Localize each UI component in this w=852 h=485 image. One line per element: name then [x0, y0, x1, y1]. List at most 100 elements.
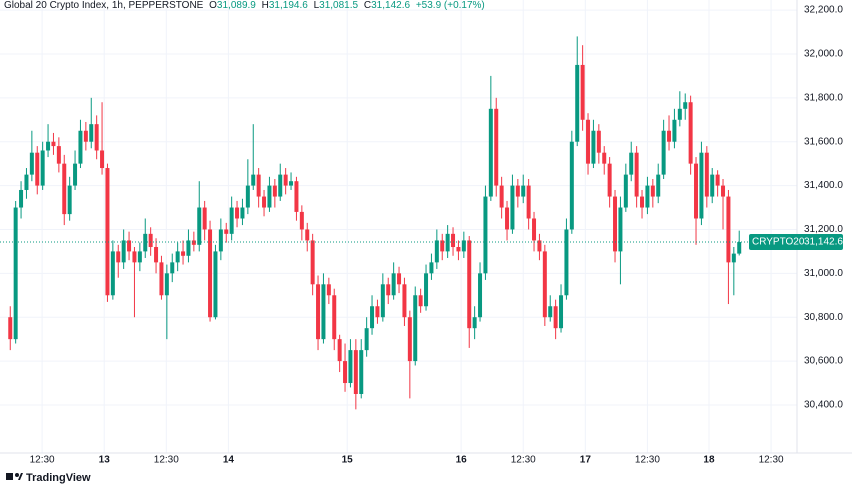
candle-body	[110, 251, 115, 296]
candle-body	[272, 185, 277, 197]
candle-body	[553, 306, 558, 329]
x-tick-label: 12:30	[511, 455, 536, 466]
candle-body	[661, 130, 666, 175]
candle-body	[35, 152, 40, 186]
candle-body	[715, 174, 720, 186]
x-tick-label: 12:30	[154, 455, 179, 466]
candle-body	[380, 284, 385, 318]
candle-body	[175, 251, 180, 263]
chart-title: Global 20 Crypto Index, 1h, PEPPERSTONE	[4, 0, 204, 11]
candle-body	[391, 273, 396, 296]
candle-body	[569, 141, 574, 230]
candle-body	[289, 181, 294, 186]
candle-body	[191, 240, 196, 245]
candle-body	[359, 350, 364, 394]
candle-body	[267, 185, 272, 208]
candle-body	[488, 108, 493, 197]
candle-body	[278, 174, 283, 197]
candle-body	[634, 152, 639, 197]
candle-body	[613, 196, 618, 252]
candle-body	[299, 211, 304, 230]
header: Global 20 Crypto Index, 1h, PEPPERSTONE …	[4, 0, 485, 11]
legend-key: L	[314, 0, 320, 11]
candle-body	[618, 207, 623, 252]
candle-body	[121, 240, 126, 263]
legend-key: C	[364, 0, 371, 11]
candle-body	[645, 185, 650, 208]
legend-value: 31,089.9	[217, 0, 256, 11]
candle-body	[251, 174, 256, 186]
candle-body	[445, 233, 450, 252]
candle-body	[726, 196, 731, 263]
candle-body	[607, 163, 612, 197]
candle-body	[499, 185, 504, 208]
candle-body	[51, 141, 56, 147]
candle-body	[440, 240, 445, 252]
candle-body	[19, 189, 24, 208]
candle-body	[13, 207, 18, 340]
y-tick-label: 32,000.0	[804, 49, 843, 60]
candle-body	[483, 196, 488, 274]
legend-value: 31,194.6	[269, 0, 308, 11]
y-tick-label: 31,400.0	[804, 180, 843, 191]
y-tick-label: 30,400.0	[804, 400, 843, 411]
legend-value: 31,142.6	[371, 0, 410, 11]
y-tick-label: 30,800.0	[804, 312, 843, 323]
candle-body	[83, 130, 88, 142]
candle-body	[170, 262, 175, 274]
candle-body	[229, 207, 234, 234]
candle-body	[202, 207, 207, 230]
candle-body	[154, 247, 159, 263]
candle-body	[316, 284, 321, 340]
candle-body	[186, 240, 191, 256]
candle-body	[364, 328, 369, 351]
x-tick-label: 12:30	[30, 455, 55, 466]
candle-body	[56, 146, 61, 164]
y-tick-label: 30,600.0	[804, 356, 843, 367]
candle-body	[127, 240, 132, 252]
candle-body	[532, 218, 537, 241]
candle-body	[510, 185, 515, 230]
candle-body	[656, 174, 661, 197]
candle-body	[73, 163, 78, 186]
candle-body	[413, 295, 418, 362]
candle-body	[650, 185, 655, 197]
candle-body	[667, 130, 672, 142]
candle-body	[337, 339, 342, 362]
candles	[8, 36, 742, 410]
candle-body	[602, 152, 607, 164]
candle-body	[213, 251, 218, 318]
candle-body	[386, 284, 391, 296]
candle-body	[326, 284, 331, 296]
candle-body	[29, 152, 34, 175]
candle-body	[159, 262, 164, 296]
candle-body	[105, 168, 110, 296]
x-tick-label: 12:30	[759, 455, 784, 466]
x-tick-label: 16	[456, 455, 468, 466]
candle-body	[704, 152, 709, 197]
candle-body	[515, 185, 520, 197]
candle-body	[623, 174, 628, 208]
symbol-label: CRYPTO20	[752, 237, 805, 248]
last-price-tag	[749, 234, 843, 251]
legend-value: 31,081.5	[319, 0, 358, 11]
candle-body	[218, 229, 223, 252]
candle-body	[310, 240, 315, 285]
candle-body	[137, 251, 142, 263]
candle-body	[559, 295, 564, 329]
candle-body	[694, 163, 699, 219]
candle-body	[586, 119, 591, 164]
candle-body	[677, 108, 682, 120]
candle-body	[224, 229, 229, 234]
candle-body	[235, 207, 240, 219]
y-tick-label: 31,600.0	[804, 136, 843, 147]
x-tick-label: 18	[703, 455, 715, 466]
candle-body	[245, 185, 250, 208]
candle-body	[467, 240, 472, 329]
candle-body	[132, 251, 137, 263]
legend-change: +53.9 (+0.17%)	[416, 0, 485, 11]
candle-body	[721, 185, 726, 197]
x-tick-label: 15	[342, 455, 354, 466]
candle-body	[94, 124, 99, 151]
